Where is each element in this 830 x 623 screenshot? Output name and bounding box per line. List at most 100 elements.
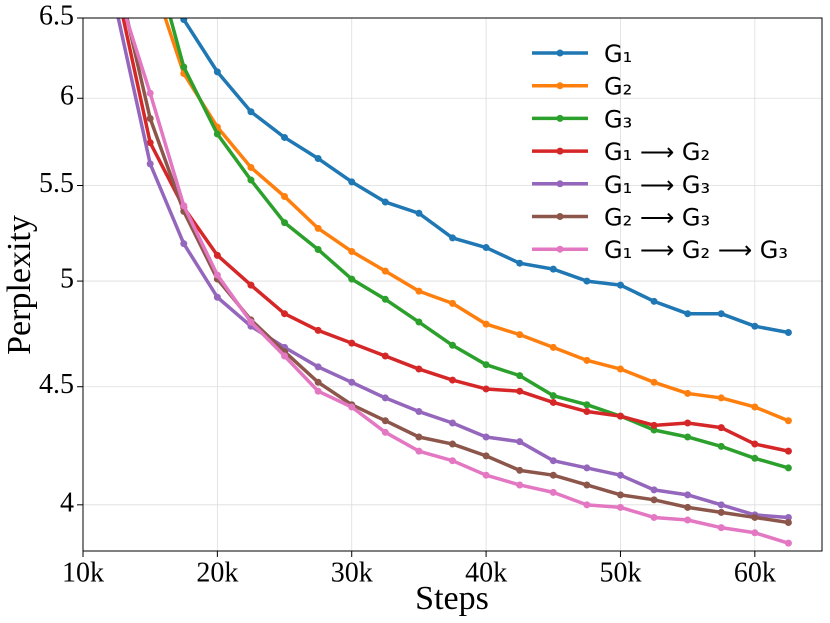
point: [348, 339, 356, 347]
point: [213, 68, 221, 76]
point: [247, 108, 255, 116]
legend-marker: [556, 180, 564, 188]
legend-label: G₁ ⟶ G₂: [604, 138, 710, 166]
y-tick-label: 4: [60, 487, 74, 518]
point: [583, 408, 591, 416]
point: [583, 481, 591, 489]
point: [113, 7, 120, 14]
point: [281, 219, 289, 227]
point: [751, 513, 759, 521]
point: [146, 160, 154, 168]
point: [415, 209, 423, 217]
point: [684, 389, 692, 397]
point: [381, 198, 389, 206]
point: [583, 501, 591, 509]
point: [281, 352, 289, 360]
point: [684, 433, 692, 441]
point: [449, 341, 456, 349]
legend-marker: [556, 147, 564, 155]
legend-label: G₁ ⟶ G₃: [604, 171, 710, 199]
point: [784, 539, 792, 547]
x-tick-label: 20k: [196, 557, 238, 588]
point: [381, 295, 389, 303]
point: [784, 329, 792, 337]
point: [180, 18, 188, 24]
point: [314, 363, 322, 371]
point: [348, 247, 356, 255]
point: [247, 281, 255, 289]
point: [415, 433, 423, 441]
point: [616, 471, 624, 479]
legend-label: G₂: [604, 73, 632, 101]
point: [180, 63, 188, 71]
point: [616, 503, 624, 511]
point: [482, 452, 490, 460]
point: [583, 401, 591, 409]
point: [516, 438, 524, 446]
point: [549, 392, 557, 400]
point: [415, 447, 423, 455]
legend: G₁ G₂ G₃ G₁ ⟶ G₂ G₁ ⟶ G₃ G₂ ⟶ G₃ G₁ ⟶ G₂ ⟶ G₃: [532, 40, 788, 264]
point: [717, 524, 725, 532]
point: [516, 372, 524, 380]
point: [146, 89, 154, 97]
point: [449, 376, 456, 384]
point: [616, 412, 624, 420]
point: [381, 428, 389, 436]
y-tick-label: 6.5: [39, 0, 74, 31]
point: [784, 447, 792, 455]
point: [717, 310, 725, 318]
legend-marker: [556, 114, 564, 122]
point: [549, 471, 557, 479]
point: [784, 519, 792, 527]
point: [146, 139, 154, 147]
x-tick-label: 60k: [734, 557, 776, 588]
point: [381, 352, 389, 360]
point: [717, 442, 725, 450]
point: [482, 433, 490, 441]
plot-frame: [82, 17, 823, 552]
point: [717, 508, 725, 516]
point: [684, 503, 692, 511]
y-tick-label: 4.5: [39, 369, 74, 400]
point: [281, 310, 289, 318]
point: [146, 115, 154, 123]
point: [684, 516, 692, 524]
point: [751, 403, 759, 411]
plot-area: [113, 7, 792, 547]
point: [314, 378, 322, 386]
legend-label: G₃: [604, 105, 632, 133]
point: [650, 513, 658, 521]
point: [381, 267, 389, 275]
legend-marker: [556, 213, 564, 220]
point: [516, 466, 524, 474]
point: [549, 457, 557, 465]
point: [247, 318, 255, 326]
legend-label: G₂ ⟶ G₃: [604, 204, 710, 232]
point: [549, 488, 557, 496]
point: [348, 403, 356, 411]
point: [751, 454, 759, 462]
point: [281, 133, 289, 141]
point: [650, 496, 658, 504]
point: [549, 343, 557, 351]
point: [415, 318, 423, 326]
point: [549, 398, 557, 406]
point: [650, 486, 658, 494]
point: [717, 394, 725, 402]
point: [516, 259, 524, 267]
point: [751, 440, 759, 448]
point: [449, 419, 456, 427]
point: [650, 421, 658, 429]
point: [213, 271, 221, 279]
point: [381, 394, 389, 402]
point: [784, 417, 792, 425]
point: [583, 356, 591, 364]
point: [180, 240, 188, 248]
point: [650, 297, 658, 305]
point: [784, 513, 792, 521]
point: [348, 178, 356, 186]
point: [415, 365, 423, 373]
point: [583, 464, 591, 472]
point: [482, 471, 490, 479]
